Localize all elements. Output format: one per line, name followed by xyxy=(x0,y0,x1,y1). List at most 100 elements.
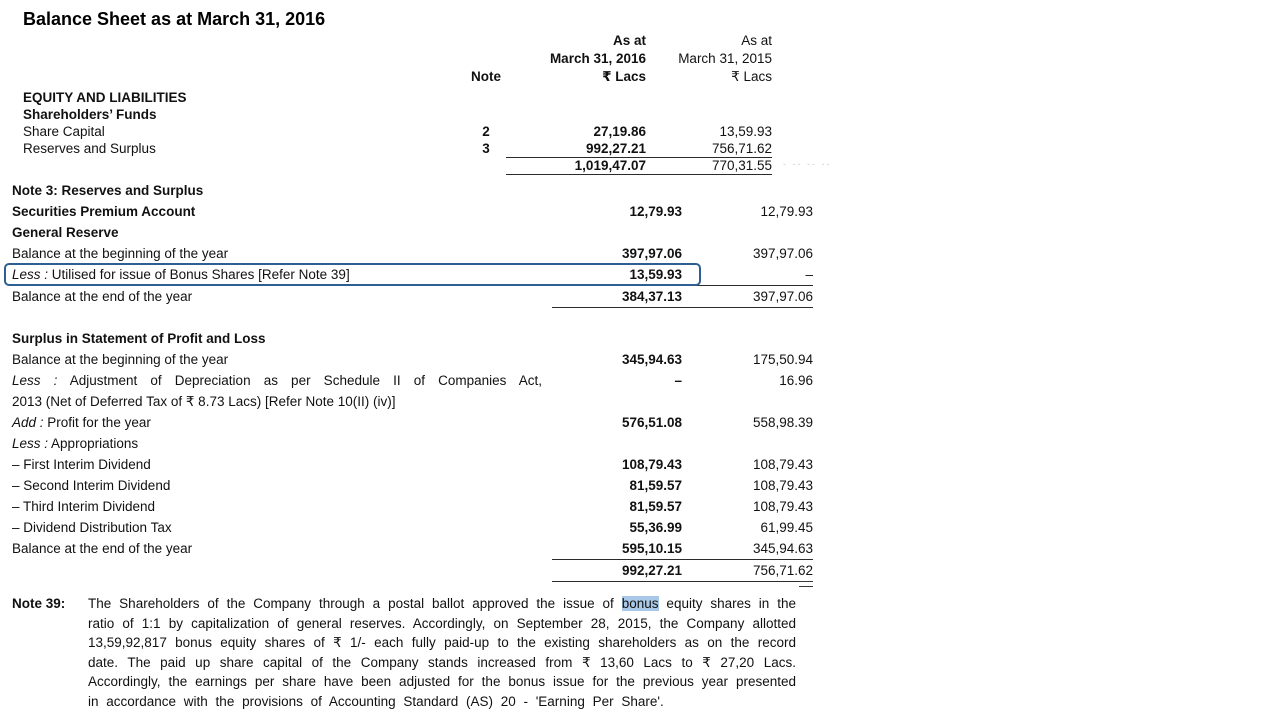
value-2015: – xyxy=(682,264,813,286)
table-row: Shareholders’ Funds xyxy=(0,106,772,123)
header-row-asat: As at As at xyxy=(0,32,772,50)
row-label: – First Interim Dividend xyxy=(12,457,151,472)
value-2016: 12,79.93 xyxy=(629,204,682,219)
value-2015: 756,71.62 xyxy=(682,560,813,587)
row-label: Less : Utilised for issue of Bonus Share… xyxy=(12,267,350,282)
page-title: Balance Sheet as at March 31, 2016 xyxy=(23,9,326,29)
value-2015: 397,97.06 xyxy=(682,286,813,308)
value-2015: 108,79.43 xyxy=(752,478,813,493)
row-label-prefix: Less : xyxy=(12,373,58,388)
table-row: – Dividend Distribution Tax 55,36.99 61,99… xyxy=(0,517,813,538)
table-row: Balance at the beginning of the year 397,… xyxy=(0,243,813,264)
row-label: Reserves and Surplus xyxy=(23,141,156,156)
table-row: 2013 (Net of Deferred Tax of ₹ 8.73 Lacs… xyxy=(0,391,813,412)
value-2015: 13,59.93 xyxy=(719,124,772,139)
table-row: Share Capital 2 27,19.86 13,59.93 xyxy=(0,123,772,140)
note-39-text: The Shareholders of the Company through … xyxy=(88,594,796,711)
row-label: EQUITY AND LIABILITIES xyxy=(23,90,187,105)
row-label: Balance at the beginning of the year xyxy=(12,246,229,261)
note-39: Note 39: The Shareholders of the Company… xyxy=(0,594,1280,711)
value-2016: 108,79.43 xyxy=(621,457,682,472)
table-row: – Third Interim Dividend 81,59.57 108,79.4… xyxy=(0,496,813,517)
row-label: Shareholders’ Funds xyxy=(23,107,157,122)
value-2015: 345,94.63 xyxy=(682,538,813,560)
table-row: General Reserve xyxy=(0,222,813,243)
scan-artifact-dashes: - -- -- -- xyxy=(783,159,832,169)
table-row: – Second Interim Dividend 81,59.57 108,79.… xyxy=(0,475,813,496)
value-2015: 175,50.94 xyxy=(752,352,813,367)
row-label: Securities Premium Account xyxy=(12,204,196,219)
row-label: General Reserve xyxy=(12,225,119,240)
row-label: Surplus in Statement of Profit and Loss xyxy=(12,331,266,346)
value-2015: 756,71.62 xyxy=(646,140,772,158)
note-ref: 3 xyxy=(482,141,490,156)
table-row: – First Interim Dividend 108,79.43 108,79.… xyxy=(0,454,813,475)
header-row-units: Note ₹ Lacs ₹ Lacs xyxy=(0,68,772,86)
table-row: Securities Premium Account 12,79.93 12,79.… xyxy=(0,201,813,222)
table-row: Balance at the beginning of the year 345,… xyxy=(0,349,813,370)
value-2015: 108,79.43 xyxy=(752,457,813,472)
value-2016: 13,59.93 xyxy=(552,264,682,286)
value-2016: 81,59.57 xyxy=(629,478,682,493)
table-row: Less : Adjustment of Depreciation as per… xyxy=(0,370,813,391)
table-row: 992,27.21 756,71.62 xyxy=(0,560,813,587)
note-3-table: Securities Premium Account 12,79.93 12,79.… xyxy=(0,201,813,587)
value-2015: 16.96 xyxy=(779,373,813,388)
row-label: Less : Appropriations xyxy=(12,436,139,451)
value-2015: 12,79.93 xyxy=(760,204,813,219)
table-row: Surplus in Statement of Profit and Loss xyxy=(0,328,813,349)
row-label-prefix: Less : xyxy=(12,267,49,282)
row-label: – Third Interim Dividend xyxy=(12,499,156,514)
row-label: – Dividend Distribution Tax xyxy=(12,520,172,535)
note-3-heading: Note 3: Reserves and Surplus xyxy=(12,183,204,198)
header-row-date: March 31, 2016 March 31, 2015 xyxy=(0,50,772,68)
row-label-prefix: Less : xyxy=(12,436,49,451)
row-label: Less : Adjustment of Depreciation as per… xyxy=(12,373,542,388)
value-2016: 55,36.99 xyxy=(629,520,682,535)
header-date-2015: March 31, 2015 xyxy=(678,51,772,66)
table-row: Add : Profit for the year 576,51.08 558,98… xyxy=(0,412,813,433)
value-2016: 992,27.21 xyxy=(506,140,646,158)
note-39-text-after: equity shares in the ratio of 1:1 by cap… xyxy=(88,596,796,709)
table-row: 1,019,47.07 770,31.55 xyxy=(0,157,772,175)
header-note-label: Note xyxy=(471,69,501,84)
value-2016: 27,19.86 xyxy=(593,124,646,139)
search-highlight: bonus xyxy=(621,596,659,611)
note-39-text-before: The Shareholders of the Company through … xyxy=(88,596,622,611)
value-2016: 992,27.21 xyxy=(552,560,682,582)
table-row: Less : Appropriations xyxy=(0,433,813,454)
row-label: – Second Interim Dividend xyxy=(12,478,171,493)
row-label: Balance at the beginning of the year xyxy=(12,352,229,367)
value-2016: 81,59.57 xyxy=(629,499,682,514)
note-ref: 2 xyxy=(482,124,490,139)
value-2015: 108,79.43 xyxy=(752,499,813,514)
value-2016: 576,51.08 xyxy=(621,415,682,430)
header-asat-2015: As at xyxy=(741,33,772,48)
header-unit-2016: ₹ Lacs xyxy=(602,69,646,84)
equity-liabilities-table: EQUITY AND LIABILITIES Shareholders’ Fund… xyxy=(0,89,772,175)
value-2016: 384,37.13 xyxy=(552,286,682,308)
value-2015: 61,99.45 xyxy=(760,520,813,535)
value-2016: 397,97.06 xyxy=(621,246,682,261)
value-2016: 345,94.63 xyxy=(621,352,682,367)
note-39-label: Note 39: xyxy=(12,596,66,611)
table-row: EQUITY AND LIABILITIES xyxy=(0,89,772,106)
row-label: Add : Profit for the year xyxy=(12,415,151,430)
table-row: Reserves and Surplus 3 992,27.21 756,71.62 xyxy=(0,140,772,158)
row-label: Balance at the end of the year xyxy=(12,541,193,556)
header-asat-2016: As at xyxy=(612,33,646,48)
value-2016: – xyxy=(674,373,682,388)
header-unit-2015: ₹ Lacs xyxy=(731,69,772,84)
value-2015: 558,98.39 xyxy=(752,415,813,430)
value-2016: 595,10.15 xyxy=(552,538,682,560)
row-label: Share Capital xyxy=(23,124,105,139)
value-2015: 397,97.06 xyxy=(752,246,813,261)
row-label-prefix: Add : xyxy=(12,415,44,430)
row-label: 2013 (Net of Deferred Tax of ₹ 8.73 Lacs… xyxy=(12,394,396,409)
table-row: Less : Utilised for issue of Bonus Share… xyxy=(0,263,813,286)
table-row: Balance at the end of the year 384,37.13 3… xyxy=(0,286,813,308)
row-label: Balance at the end of the year xyxy=(12,289,193,304)
column-headers: As at As at March 31, 2016 March 31, 201… xyxy=(0,32,772,86)
header-date-2016: March 31, 2016 xyxy=(549,51,646,66)
